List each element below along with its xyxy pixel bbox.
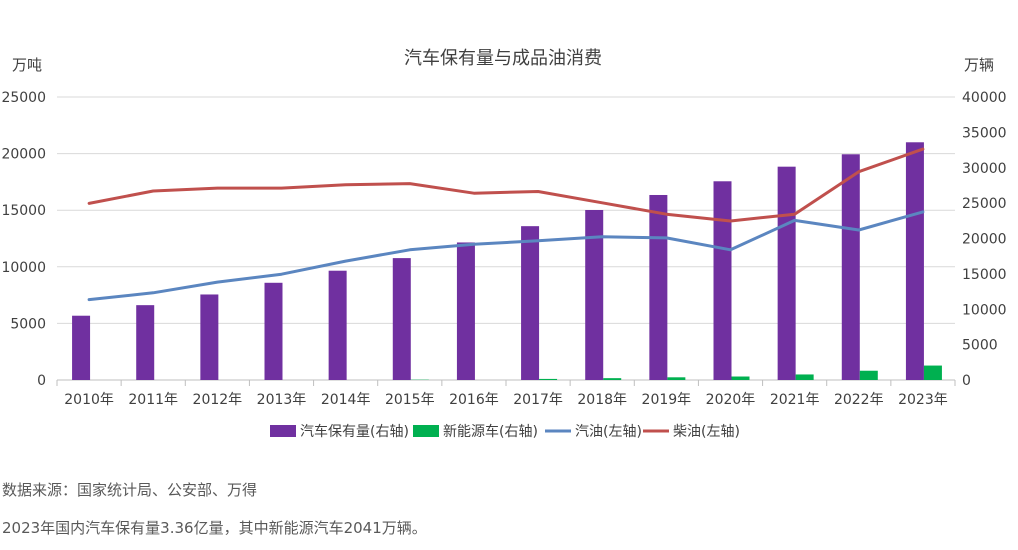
bars — [72, 142, 942, 380]
x-tick-label: 2021年 — [770, 392, 820, 408]
left-tick-label: 5000 — [10, 316, 46, 332]
x-tick-label: 2019年 — [642, 392, 692, 408]
chart: 汽车保有量与成品油消费 万吨 万辆 0 5000 10000 15000 20000 25… — [1, 48, 1007, 440]
x-tick-label: 2016年 — [449, 392, 499, 408]
right-axis-ticks: 0 5000 10000 15000 20000 25000 30000 35000 40000 — [962, 90, 1007, 389]
right-tick-label: 15000 — [962, 267, 1007, 283]
bar-new-energy — [667, 377, 686, 380]
legend-swatch — [413, 425, 439, 437]
x-tick-label: 2010年 — [64, 392, 114, 408]
legend-label: 汽车保有量(右轴) — [300, 423, 409, 440]
right-tick-label: 35000 — [962, 125, 1007, 141]
chart-title: 汽车保有量与成品油消费 — [404, 48, 602, 69]
right-tick-label: 25000 — [962, 196, 1007, 212]
line-diesel — [87, 147, 925, 223]
legend-swatch — [270, 425, 296, 437]
bar-car-ownership — [905, 142, 924, 380]
left-tick-label: 15000 — [1, 203, 46, 219]
right-tick-label: 10000 — [962, 302, 1007, 318]
bar-new-energy — [859, 370, 878, 380]
legend: 汽车保有量(右轴) 新能源车(右轴) 汽油(左轴) 柴油(左轴) — [270, 423, 740, 440]
x-axis-ticks: 2010年 2011年 2012年 2013年 2014年 2015年 2016年 2017年… — [56, 380, 956, 408]
bar-car-ownership — [841, 154, 860, 380]
legend-label: 柴油(左轴) — [673, 424, 740, 440]
x-tick-label: 2011年 — [128, 392, 178, 408]
legend-label: 新能源车(右轴) — [443, 423, 538, 440]
bar-new-energy — [923, 365, 942, 380]
left-tick-label: 0 — [37, 373, 46, 389]
bar-car-ownership — [136, 305, 155, 380]
x-tick-label: 2018年 — [577, 392, 627, 408]
summary-note: 2023年国内汽车保有量3.36亿量，其中新能源汽车2041万辆。 — [2, 519, 427, 537]
bar-car-ownership — [72, 315, 91, 380]
x-tick-label: 2023年 — [898, 392, 948, 408]
bar-car-ownership — [777, 166, 796, 380]
right-tick-label: 20000 — [962, 232, 1007, 248]
bar-new-energy — [539, 378, 558, 380]
bar-car-ownership — [264, 282, 283, 380]
x-tick-label: 2020年 — [706, 392, 756, 408]
x-tick-label: 2013年 — [257, 392, 307, 408]
right-tick-label: 40000 — [962, 90, 1007, 106]
bar-new-energy — [603, 378, 622, 380]
x-tick-label: 2012年 — [193, 392, 243, 408]
lines — [87, 147, 925, 302]
x-tick-label: 2014年 — [321, 392, 371, 408]
legend-label: 汽油(左轴) — [575, 424, 642, 440]
x-tick-label: 2022年 — [834, 392, 884, 408]
right-tick-label: 0 — [962, 373, 971, 389]
bar-car-ownership — [521, 226, 540, 380]
left-axis-ticks: 0 5000 10000 15000 20000 25000 — [1, 90, 46, 389]
left-tick-label: 20000 — [1, 147, 46, 163]
bar-car-ownership — [200, 294, 219, 380]
left-axis-unit: 万吨 — [12, 56, 42, 74]
left-tick-label: 10000 — [1, 260, 46, 276]
bar-car-ownership — [585, 210, 604, 380]
bar-car-ownership — [328, 270, 347, 380]
x-tick-label: 2017年 — [513, 392, 563, 408]
bar-new-energy — [795, 374, 814, 380]
right-tick-label: 5000 — [962, 338, 998, 354]
right-axis-unit: 万辆 — [964, 56, 994, 74]
gridlines — [57, 96, 955, 381]
bar-car-ownership — [649, 194, 668, 380]
right-tick-label: 30000 — [962, 161, 1007, 177]
bar-car-ownership — [713, 181, 732, 380]
x-tick-label: 2015年 — [385, 392, 435, 408]
bar-new-energy — [731, 376, 750, 380]
source-note: 数据来源：国家统计局、公安部、万得 — [2, 481, 258, 499]
line-gasoline — [87, 210, 925, 302]
bar-car-ownership — [392, 258, 411, 380]
left-tick-label: 25000 — [1, 90, 46, 106]
bar-car-ownership — [456, 242, 475, 380]
